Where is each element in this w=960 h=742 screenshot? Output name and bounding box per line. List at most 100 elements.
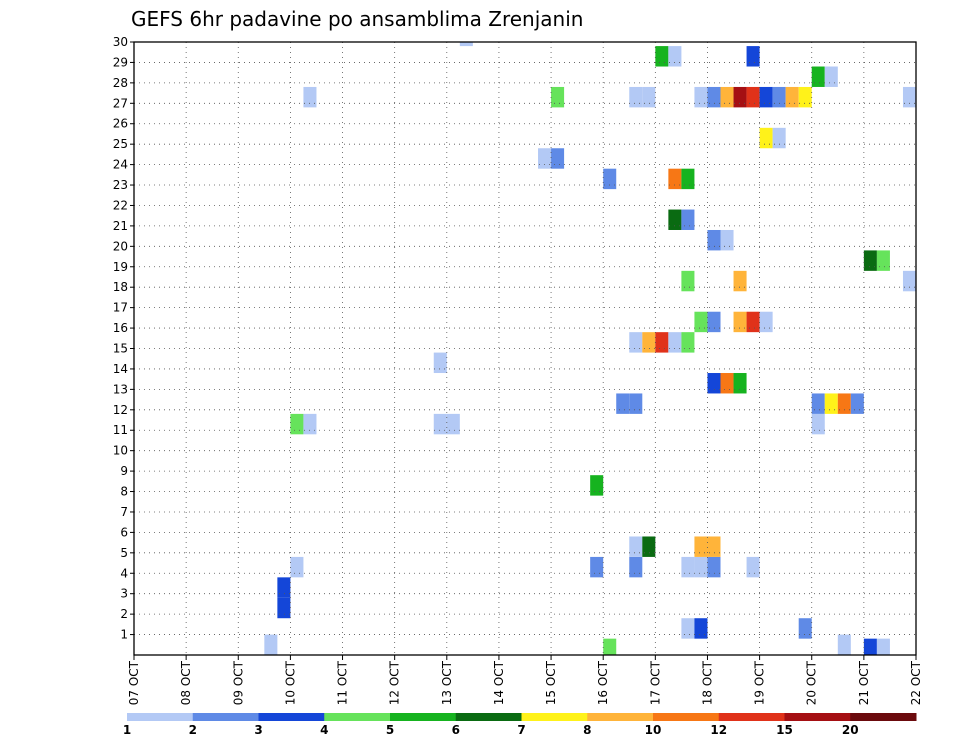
- heatmap-cell: [707, 86, 721, 108]
- y-tick-label: 5: [120, 546, 128, 560]
- heatmap-cell: [655, 332, 669, 353]
- x-tick-label: 09 OCT: [231, 660, 245, 705]
- heatmap-cell: [772, 86, 786, 108]
- colorbar-swatch: [324, 713, 391, 721]
- x-tick-label: 20 OCT: [805, 660, 819, 705]
- heatmap-cell: [759, 86, 773, 108]
- heatmap-cell: [694, 556, 708, 578]
- x-tick-label: 11 OCT: [336, 660, 350, 705]
- heatmap-cell: [642, 86, 656, 108]
- colorbar-label: 15: [776, 723, 793, 737]
- heatmap-cell: [629, 536, 643, 557]
- heatmap-cell: [551, 86, 565, 108]
- x-tick-label: 12 OCT: [388, 660, 402, 705]
- y-tick-label: 6: [120, 525, 128, 539]
- y-tick-label: 11: [113, 423, 128, 437]
- heatmap-cell: [433, 352, 447, 374]
- x-tick-label: 14 OCT: [492, 660, 506, 705]
- heatmap-cell: [603, 168, 617, 190]
- heatmap-cell: [811, 413, 825, 435]
- heatmap-cell: [863, 250, 877, 271]
- y-tick-label: 7: [120, 505, 128, 519]
- colorbar-swatch: [390, 713, 457, 721]
- y-tick-label: 26: [113, 117, 128, 131]
- y-tick-label: 12: [113, 403, 128, 417]
- x-tick-label: 13 OCT: [440, 660, 454, 705]
- heatmap-cell: [733, 270, 747, 292]
- y-tick-label: 27: [113, 96, 128, 110]
- colorbar-label: 6: [452, 723, 460, 737]
- x-tick-label: 08 OCT: [179, 660, 193, 705]
- x-tick-label: 19 OCT: [753, 660, 767, 705]
- colorbar-swatch: [653, 713, 720, 721]
- y-tick-label: 30: [113, 35, 128, 49]
- heatmap-cell: [629, 86, 643, 108]
- x-tick-label: 21 OCT: [857, 660, 871, 705]
- grid: [134, 42, 916, 655]
- x-tick-label: 10 OCT: [283, 660, 297, 705]
- x-tick-label: 17 OCT: [648, 660, 662, 705]
- y-tick-label: 21: [113, 219, 128, 233]
- y-tick-label: 15: [113, 342, 128, 356]
- heatmap-cell: [733, 311, 747, 333]
- colorbar-swatch: [455, 713, 522, 721]
- x-tick-label: 07 OCT: [127, 660, 141, 705]
- y-tick-label: 1: [120, 628, 128, 642]
- heatmap-cell: [902, 86, 916, 108]
- x-tick-label: 18 OCT: [700, 660, 714, 705]
- x-axis: 07 OCT 08 OCT 09 OCT 10 OCT 11 OCT 12 OCT 13 O…: [127, 655, 923, 705]
- heatmap-cell: [290, 413, 304, 435]
- heatmap-cell: [668, 168, 682, 190]
- heatmap-cell: [303, 413, 317, 435]
- heatmap-cell: [720, 86, 734, 108]
- heatmap-cell: [681, 618, 695, 639]
- heatmap-cell: [694, 618, 708, 639]
- heatmap-cell: [694, 311, 708, 333]
- heatmap-cell: [446, 413, 460, 435]
- y-tick-label: 14: [113, 362, 128, 376]
- heatmap-cell: [707, 556, 721, 578]
- heatmap-cell: [824, 393, 838, 414]
- y-tick-label: 28: [113, 76, 128, 90]
- heatmap-cell: [681, 556, 695, 578]
- y-tick-label: 22: [113, 198, 128, 212]
- heatmap-cell: [837, 393, 851, 414]
- heatmap-cell: [681, 168, 695, 190]
- heatmap-cell: [629, 332, 643, 353]
- heatmap-cell: [746, 46, 760, 67]
- colorbar-label: 5: [386, 723, 394, 737]
- heatmap-cell: [290, 556, 304, 578]
- heatmap-cell: [811, 393, 825, 414]
- heatmap-cell: [798, 86, 812, 108]
- heatmap-cell: [655, 46, 669, 67]
- colorbar-swatch: [850, 713, 917, 721]
- heatmap-cell: [798, 618, 812, 639]
- heatmap-cell: [277, 577, 291, 598]
- heatmap-cell: [459, 42, 473, 47]
- colorbar-label: 7: [517, 723, 525, 737]
- heatmap-cell: [876, 250, 890, 271]
- colorbar-label: 4: [320, 723, 328, 737]
- colorbar-swatch: [521, 713, 588, 721]
- y-tick-label: 20: [113, 239, 128, 253]
- colorbar-swatch: [718, 713, 785, 721]
- colorbar-label: 3: [254, 723, 262, 737]
- y-tick-label: 23: [113, 178, 128, 192]
- colorbar-swatch: [587, 713, 654, 721]
- heatmap-cell: [707, 311, 721, 333]
- heatmap-cell: [720, 229, 734, 251]
- heatmap-cell: [590, 556, 604, 578]
- colorbar: 1 2 3 4 5 6 7 8 10 12 15 20: [123, 713, 917, 737]
- heatmap-cell: [902, 270, 916, 292]
- heatmap-cell: [603, 638, 617, 655]
- heatmap-cell: [551, 148, 565, 169]
- heatmap-cell: [707, 536, 721, 557]
- heatmap-cell: [668, 209, 682, 230]
- x-tick-label: 15 OCT: [544, 660, 558, 705]
- heatmap-cell: [681, 209, 695, 230]
- heatmap-cell: [681, 332, 695, 353]
- heatmap-cell: [876, 638, 890, 655]
- y-tick-label: 13: [113, 382, 128, 396]
- heatmap-cell: [733, 373, 747, 394]
- y-tick-label: 3: [120, 587, 128, 601]
